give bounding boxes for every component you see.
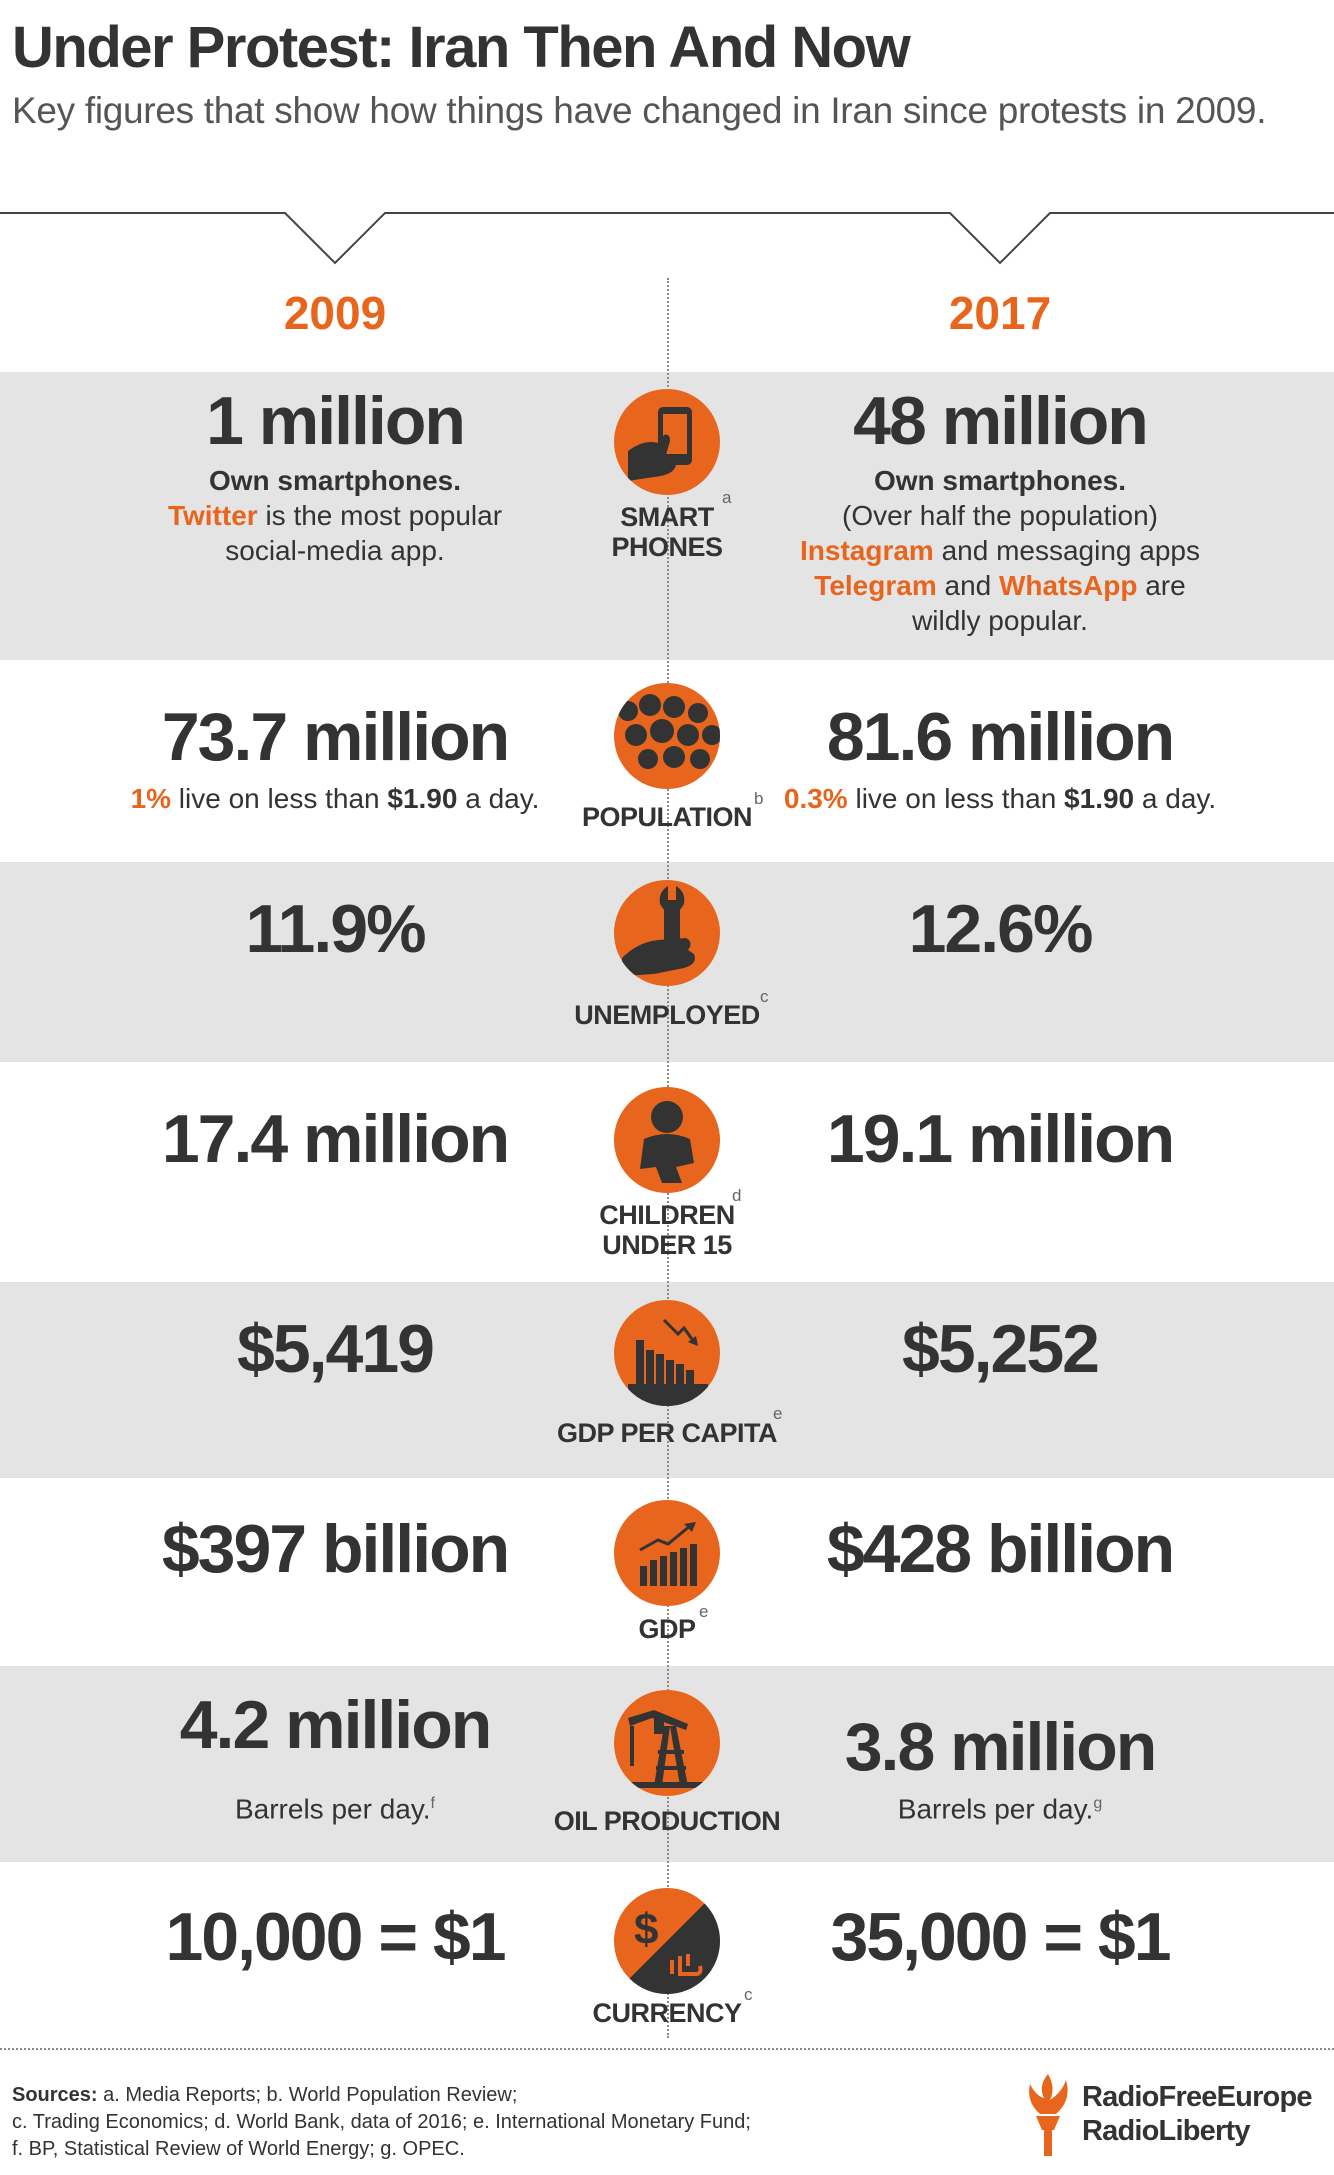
smartphones-label: SMART PHONES xyxy=(611,502,723,562)
gdp-now-value: $428 billion xyxy=(826,1511,1175,1587)
wrench-hand-icon xyxy=(614,880,720,986)
gdp-per-capita-note: e xyxy=(773,1404,783,1423)
smartphones-note: a xyxy=(722,488,732,507)
smartphones-now-value: 48 million xyxy=(853,383,1149,459)
sources-label: Sources: xyxy=(12,2084,98,2106)
gdp-label: GDP xyxy=(638,1614,696,1644)
twitter-brand: Twitter xyxy=(167,500,258,531)
children-then-value: 17.4 million xyxy=(161,1101,510,1177)
population-note: b xyxy=(754,789,764,808)
oil-now-sub: Barrels per day.g xyxy=(897,1793,1103,1825)
page-title: Under Protest: Iran Then And Now xyxy=(12,15,911,80)
smartphones-now-line5: wildly popular. xyxy=(912,605,1088,636)
oil-now-value: 3.8 million xyxy=(844,1709,1158,1785)
smartphones-then-line3: social-media app. xyxy=(225,535,445,566)
population-then-value: 73.7 million xyxy=(161,699,510,775)
children-note: d xyxy=(732,1186,742,1205)
unemployed-note: c xyxy=(760,987,769,1006)
oil-pump-icon xyxy=(614,1690,720,1796)
footer-divider xyxy=(0,2048,1334,2050)
population-now-poverty: 0.3% live on less than $1.90 a day. xyxy=(783,783,1217,814)
chevron-divider xyxy=(0,212,1334,265)
page-subtitle: Key figures that show how things have ch… xyxy=(12,90,1267,131)
currency-note: c xyxy=(744,1985,753,2004)
oil-production-label: OIL PRODUCTION xyxy=(553,1806,781,1836)
year-now: 2017 xyxy=(948,287,1052,339)
gdp-per-capita-label: GDP PER CAPITA xyxy=(556,1418,778,1448)
logo-text: RadioFreeEurope RadioLiberty xyxy=(1082,2081,1313,2147)
currency-now-value: 35,000 = $1 xyxy=(830,1899,1171,1975)
population-label: POPULATION xyxy=(582,802,753,832)
children-label: CHILDREN UNDER 15 xyxy=(599,1200,735,1260)
rferl-torch-icon xyxy=(1029,2074,1068,2156)
smartphones-then-line2: Twitter is the most popular xyxy=(167,500,503,531)
unemployed-now-value: 12.6% xyxy=(908,891,1094,967)
smartphones-now-line3: Instagram and messaging apps xyxy=(799,535,1200,566)
rising-bar-chart-icon xyxy=(614,1500,720,1606)
oil-now-note: g xyxy=(1093,1795,1103,1812)
dollar-rial-icon: $ xyxy=(614,1888,720,1994)
smartphone-hand-icon xyxy=(614,389,720,495)
smartphones-now-line1: Own smartphones. xyxy=(873,465,1127,496)
population-now-value: 81.6 million xyxy=(826,699,1175,775)
oil-then-value: 4.2 million xyxy=(179,1687,493,1763)
gdp-per-capita-then-value: $5,419 xyxy=(237,1311,435,1387)
people-dots-icon xyxy=(614,683,720,789)
smartphones-now-line4: Telegram and WhatsApp are xyxy=(814,570,1186,601)
rferl-logo[interactable]: RadioFreeEurope RadioLiberty xyxy=(1020,2070,1320,2160)
gdp-note: e xyxy=(699,1602,709,1621)
year-then: 2009 xyxy=(283,287,387,339)
unemployed-label: UNEMPLOYED xyxy=(574,1000,760,1030)
smartphones-now-line2: (Over half the population) xyxy=(842,500,1158,531)
smartphones-then-line1: Own smartphones. xyxy=(208,465,462,496)
gdp-per-capita-now-value: $5,252 xyxy=(902,1311,1100,1387)
oil-then-sub: Barrels per day.f xyxy=(234,1793,435,1825)
gdp-then-value: $397 billion xyxy=(161,1511,510,1587)
oil-then-note: f xyxy=(430,1795,435,1812)
baby-icon xyxy=(614,1087,720,1193)
svg-text:$: $ xyxy=(634,1905,658,1954)
whatsapp-brand: WhatsApp xyxy=(999,570,1138,601)
telegram-brand: Telegram xyxy=(814,570,937,601)
currency-label: CURRENCY xyxy=(592,1998,742,2028)
children-now-value: 19.1 million xyxy=(826,1101,1175,1177)
currency-then-value: 10,000 = $1 xyxy=(165,1899,506,1975)
smartphones-then-value: 1 million xyxy=(206,383,466,459)
instagram-brand: Instagram xyxy=(799,535,934,566)
population-then-poverty: 1% live on less than $1.90 a day. xyxy=(130,783,540,814)
falling-city-chart-icon xyxy=(614,1300,720,1406)
sources: Sources: a. Media Reports; b. World Popu… xyxy=(12,2084,751,2160)
unemployed-then-value: 11.9% xyxy=(245,891,426,967)
